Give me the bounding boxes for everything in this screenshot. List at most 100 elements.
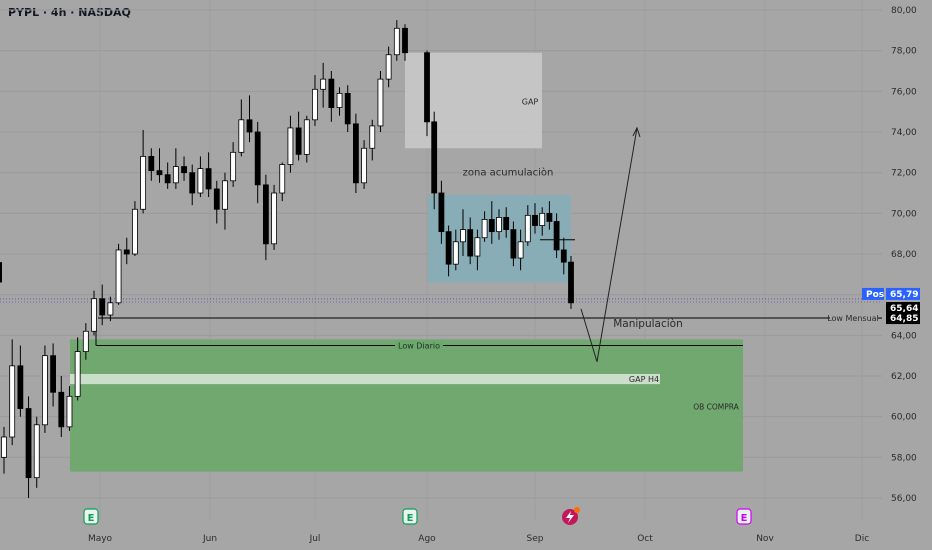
candle-body <box>553 221 560 251</box>
zone-3 <box>70 373 660 385</box>
candle <box>123 237 130 265</box>
x-tick-label: Sep <box>527 534 544 544</box>
candle-body <box>66 395 73 428</box>
candle-body <box>524 214 531 243</box>
candle-body <box>222 180 228 210</box>
candle-body <box>402 27 408 54</box>
projection-arrowhead <box>632 126 641 138</box>
price-tag-value: 65,64 <box>890 304 918 314</box>
candle-body <box>474 237 481 257</box>
candle-body <box>271 192 277 245</box>
candle <box>132 201 138 257</box>
candle <box>279 162 286 202</box>
candle-body <box>17 365 24 409</box>
candle <box>402 24 408 61</box>
x-axis: Mayo Jun Jul Ago Sep Oct Nov Dic <box>88 534 869 544</box>
candle <box>320 62 327 108</box>
zones-layer <box>70 52 743 472</box>
annotations-layer: GAP zona acumulaciòn OB COMPRA GAP H4 Low Me… <box>83 98 879 525</box>
candle-body <box>91 298 97 332</box>
candle-body <box>9 365 16 438</box>
candle-body <box>532 214 538 226</box>
candle <box>496 209 502 240</box>
candle-body <box>460 229 466 243</box>
earnings-icon <box>402 508 418 525</box>
candle-body <box>312 88 318 121</box>
candle <box>539 207 546 236</box>
candle <box>58 376 65 437</box>
candle <box>82 323 89 360</box>
candle <box>246 95 253 143</box>
candle <box>503 207 510 238</box>
candle <box>17 345 24 417</box>
candle <box>189 164 196 206</box>
low-mensual-label: Low Mensual <box>827 314 879 323</box>
candle <box>238 99 245 157</box>
candle <box>295 111 302 161</box>
candle-body <box>452 241 459 265</box>
earnings-letter: E <box>88 513 95 524</box>
candle-body <box>156 170 163 176</box>
candle <box>377 71 384 132</box>
candle <box>181 156 187 181</box>
candle <box>99 284 106 326</box>
candle <box>344 85 351 132</box>
candle <box>560 237 567 275</box>
candle-body <box>287 127 294 165</box>
x-tick-label: Mayo <box>88 534 113 544</box>
y-tick-label: 76,00 <box>891 87 917 97</box>
candle-body <box>496 216 502 233</box>
flash-dot <box>574 507 580 513</box>
candle <box>467 217 474 265</box>
candle-body <box>213 188 220 210</box>
candle-body <box>25 408 32 479</box>
candle <box>445 225 452 277</box>
y-tick-label: 56,00 <box>891 494 917 504</box>
candle-body <box>99 298 106 316</box>
candle <box>488 201 495 244</box>
candle-body <box>467 229 474 257</box>
candle-body <box>42 355 48 426</box>
gap-h4-label: GAP H4 <box>629 375 659 384</box>
candle <box>553 213 560 259</box>
price-tag: Pos 65,79 <box>862 287 920 300</box>
candle-body <box>517 241 524 259</box>
candle <box>532 203 538 234</box>
price-tag-value: 65,79 <box>890 290 918 300</box>
candle <box>546 201 553 230</box>
candle-body <box>445 231 452 265</box>
x-tick-label: Jul <box>309 534 321 544</box>
candle-body <box>431 121 438 194</box>
candle <box>197 156 204 198</box>
candle-body <box>560 249 567 263</box>
price-tag-value: 64,85 <box>890 314 918 324</box>
candle <box>452 229 459 271</box>
candle-body <box>238 119 245 153</box>
ob-compra-label: OB COMPRA <box>693 403 739 412</box>
candle-body <box>279 164 286 194</box>
candle <box>460 209 466 257</box>
candle-body <box>369 125 376 149</box>
candle <box>115 243 122 305</box>
earnings-letter: E <box>741 513 748 524</box>
candle <box>230 142 237 187</box>
candle <box>481 211 488 242</box>
candle-body <box>344 92 351 125</box>
candle-body <box>320 78 327 90</box>
candle-body <box>295 127 302 155</box>
candle <box>140 129 147 214</box>
candle-body <box>82 330 89 352</box>
candle <box>312 75 318 126</box>
candle-body <box>189 172 196 194</box>
candle <box>254 121 261 204</box>
candle <box>524 205 531 246</box>
gap-label: GAP <box>522 98 539 107</box>
candle <box>148 148 155 181</box>
x-tick-label: Jun <box>202 534 217 544</box>
candle <box>25 396 32 498</box>
candle-body <box>1 436 7 458</box>
x-tick-label: Oct <box>637 534 653 544</box>
y-tick-label: 80,00 <box>891 6 917 16</box>
